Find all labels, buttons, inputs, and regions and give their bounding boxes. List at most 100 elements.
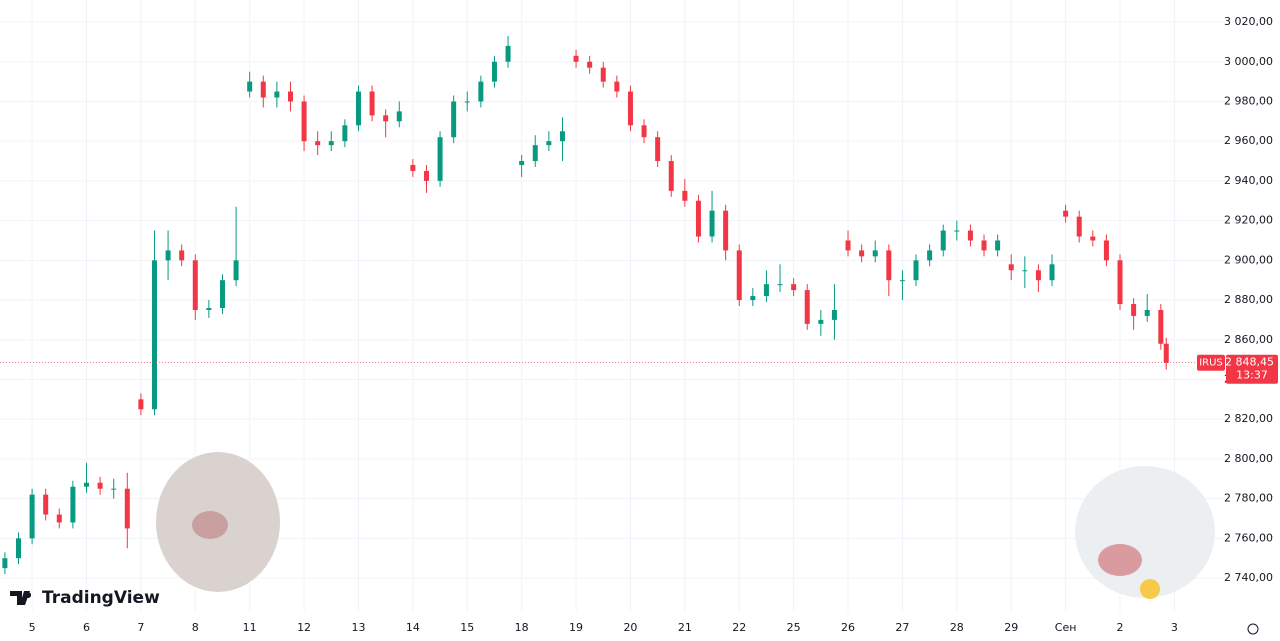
- candle-body: [886, 250, 892, 281]
- x-tick-label: 20: [623, 621, 637, 634]
- candle-body: [505, 45, 511, 62]
- brand-logo: TradingView: [10, 588, 160, 608]
- candle-body: [1144, 309, 1150, 316]
- x-tick-label: 3: [1171, 621, 1178, 634]
- candle-body: [383, 115, 389, 122]
- y-tick-label: 2 940,00: [1224, 174, 1273, 187]
- candle-body: [315, 141, 321, 146]
- candle-body: [151, 260, 157, 410]
- x-tick-label: 13: [351, 621, 365, 634]
- candle-body: [97, 482, 103, 489]
- candle-body: [587, 61, 593, 68]
- x-tick-label: 11: [243, 621, 257, 634]
- candle-body: [831, 309, 837, 320]
- settings-icon[interactable]: [1247, 623, 1259, 635]
- candle-body: [219, 280, 225, 308]
- x-tick-label: 5: [29, 621, 36, 634]
- candle-body: [491, 61, 497, 82]
- candle-body: [954, 230, 960, 232]
- x-tick-label: 29: [1004, 621, 1018, 634]
- x-tick-label: 6: [83, 621, 90, 634]
- candle-body: [668, 161, 674, 191]
- y-tick-label: 2 760,00: [1224, 531, 1273, 544]
- x-tick-label: 15: [460, 621, 474, 634]
- last-price-label: 2 848,45: [1225, 356, 1274, 369]
- candle-body: [1131, 304, 1137, 316]
- y-tick-label: 3 020,00: [1224, 15, 1273, 28]
- candle-body: [124, 488, 130, 529]
- candle-body: [763, 284, 769, 297]
- candle-body: [247, 81, 253, 92]
- y-tick-label: 2 880,00: [1224, 293, 1273, 306]
- candle-body: [723, 210, 729, 251]
- candle-body: [1076, 216, 1082, 237]
- candle-body: [423, 170, 429, 181]
- candle-body: [614, 81, 620, 92]
- x-tick-label: Сен: [1055, 621, 1077, 634]
- candle-body: [260, 81, 266, 98]
- candle-body: [1103, 240, 1109, 261]
- x-tick-label: 2: [1117, 621, 1124, 634]
- candle-body: [83, 482, 89, 487]
- candle-body: [940, 230, 946, 251]
- y-tick-label: 2 920,00: [1224, 214, 1273, 227]
- candle-body: [478, 81, 484, 102]
- candle-body: [1163, 343, 1169, 363]
- sticker-shape: [1075, 466, 1215, 598]
- candle-body: [179, 250, 185, 261]
- candle-body: [301, 101, 307, 142]
- candle-body: [70, 486, 76, 523]
- candle-body: [287, 91, 293, 102]
- candle-body: [410, 165, 416, 171]
- candle-body: [967, 230, 973, 241]
- candle-body: [29, 494, 35, 539]
- candle-body: [1117, 260, 1123, 305]
- candle-body: [206, 307, 212, 310]
- candle-body: [1008, 264, 1014, 271]
- sticker-right: [1075, 466, 1215, 599]
- candle-body: [818, 319, 824, 324]
- candle-body: [56, 514, 62, 523]
- sticker-left: [156, 452, 280, 592]
- candle-body: [369, 91, 375, 116]
- sticker-shape: [1098, 544, 1142, 576]
- candle-body: [233, 260, 239, 281]
- candle-body: [342, 125, 348, 142]
- candle-body: [43, 494, 49, 515]
- candle-body: [709, 210, 715, 237]
- y-tick-label: 2 740,00: [1224, 571, 1273, 584]
- candle-body: [559, 131, 565, 142]
- candle-body: [519, 161, 525, 166]
- candle-body: [899, 280, 905, 282]
- sticker-shape: [192, 511, 228, 539]
- candle-body: [1035, 270, 1041, 281]
- emoji-face: [1140, 579, 1160, 599]
- candle-body: [15, 538, 21, 559]
- candle-body: [2, 558, 8, 569]
- x-tick-label: 21: [678, 621, 692, 634]
- candle-body: [872, 250, 878, 257]
- candle-body: [627, 91, 633, 126]
- brand-name: TradingView: [42, 588, 160, 608]
- candle-body: [859, 250, 865, 257]
- y-tick-label: 2 800,00: [1224, 452, 1273, 465]
- candle-body: [573, 55, 579, 62]
- candle-body: [1158, 309, 1164, 344]
- candle-body: [1049, 264, 1055, 281]
- candle-body: [736, 250, 742, 301]
- x-tick-label: 27: [895, 621, 909, 634]
- candle-body: [328, 141, 334, 146]
- candle-body: [777, 284, 783, 286]
- candle-body: [655, 137, 661, 162]
- price-tag: [1226, 354, 1278, 384]
- y-tick-label: 3 000,00: [1224, 55, 1273, 68]
- y-tick-label: 2 820,00: [1224, 412, 1273, 425]
- x-tick-label: 22: [732, 621, 746, 634]
- candle-body: [464, 101, 470, 103]
- y-tick-label: 2 900,00: [1224, 253, 1273, 266]
- candle-body: [111, 488, 117, 490]
- candle-body: [600, 67, 606, 82]
- symbol-label: IRUS: [1199, 358, 1223, 369]
